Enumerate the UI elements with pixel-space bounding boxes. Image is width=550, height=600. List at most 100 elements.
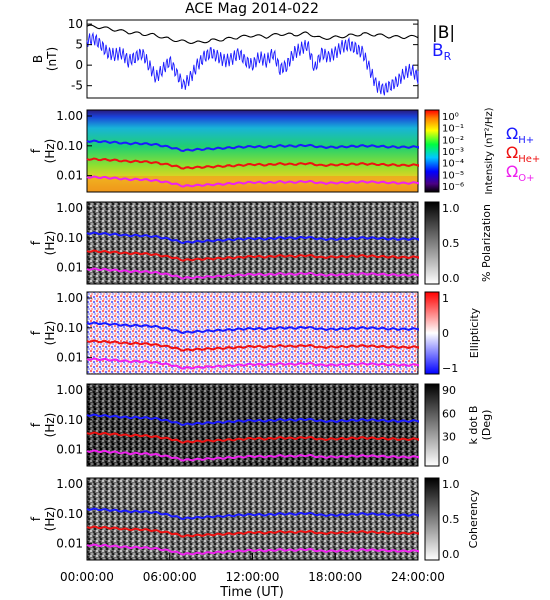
y-axis-label-units: (Hz) <box>43 507 57 532</box>
panel-polarization: % Polarization <box>86 201 493 285</box>
gyro-legend-symbol: Ω <box>506 143 518 162</box>
heatmap-polarization <box>87 202 418 284</box>
panel-intensity: Intensity (nT²/Hz) <box>86 107 495 195</box>
heatmap-ellipticity <box>87 292 418 374</box>
colorbar-label: % Polarization <box>480 204 493 282</box>
colorbar-wave-normal-angle <box>424 383 440 467</box>
panel-frame <box>86 201 419 285</box>
colorbar-tick-label: 60 <box>442 407 456 420</box>
colorbar-intensity <box>424 109 440 193</box>
series-line-radial-b <box>86 31 419 96</box>
y-axis-label-f: f <box>29 330 43 335</box>
y-axis-label-f: f <box>29 422 43 427</box>
colorbar-tick-label: 30 <box>442 431 456 444</box>
panel-frame <box>86 109 419 193</box>
gyro-line <box>86 321 419 335</box>
colorbar-tick-label: 0.0 <box>442 272 460 285</box>
panel-magnetic-field: 10 5 0 -5 B (nT) |B| BR <box>31 17 455 99</box>
y-axis-label-units: (Hz) <box>43 139 57 164</box>
y-axis-label-units: (nT) <box>45 47 59 71</box>
gyro-line <box>86 431 419 444</box>
gyro-line <box>86 525 419 538</box>
colorbar-tick-label: 0.5 <box>442 513 460 526</box>
gyro-line <box>86 249 419 262</box>
y-tick-label: 0.01 <box>56 537 83 551</box>
colorbar-ellipticity <box>424 291 440 375</box>
spectral-panel-decorations: 1.000.100.01f (Hz)10⁰10⁻¹10⁻²10⁻³10⁻⁴10⁻⁵… <box>29 109 464 561</box>
heatmap-wave-normal-angle <box>87 384 418 466</box>
y-tick-label: 0.01 <box>56 169 83 183</box>
gyro-line <box>86 339 419 352</box>
y-tick-label: 1.00 <box>56 109 83 123</box>
y-tick-labels: 10 5 0 -5 <box>68 17 418 93</box>
colorbar-tick-label: −1 <box>442 362 458 375</box>
y-tick-label: 0.10 <box>56 139 83 153</box>
y-tick-label: 1.00 <box>56 291 83 305</box>
gyro-legend-ion: O+ <box>518 173 534 184</box>
colorbar-tick-label: 1.0 <box>442 202 460 215</box>
y-axis-label-f: f <box>29 148 43 153</box>
y-tick-label: 0.01 <box>56 261 83 275</box>
gyro-legend-item: ΩO+ <box>506 162 534 184</box>
y-tick-label: 1.00 <box>56 201 83 215</box>
gyro-legend-item: ΩHe+ <box>506 143 540 165</box>
colorbar-tick-label: 10⁻² <box>442 135 464 146</box>
gyro-line <box>86 357 419 370</box>
colorbar-tick-label: 0 <box>442 454 449 467</box>
gyro-line <box>86 139 419 153</box>
colorbar-label: Coherency <box>467 489 480 548</box>
gyro-line <box>86 507 419 521</box>
gyro-legend-ion: He+ <box>518 154 540 165</box>
y-tick-label: 1.00 <box>56 477 83 491</box>
colorbar-tick-label: 10⁻⁴ <box>442 159 464 170</box>
legend-total-b: |B| <box>432 23 455 43</box>
field-series-group <box>86 24 419 96</box>
colorbar-tick-label: 10⁻³ <box>442 147 464 158</box>
x-tick-label: 12:00:00 <box>226 570 280 584</box>
gyrofrequency-legend: ΩH+ΩHe+ΩO+ <box>506 124 540 184</box>
panel-ellipticity: Ellipticity <box>86 291 481 375</box>
gyro-legend-symbol: Ω <box>506 124 518 143</box>
gyro-line <box>86 543 419 556</box>
panel-coherency: Coherency <box>86 477 480 561</box>
heatmap-bottom-band <box>87 176 418 192</box>
y-axis-label-b: B <box>31 55 45 63</box>
y-axis-label-units: (Hz) <box>43 321 57 346</box>
colorbar-tick-label: 1 <box>442 292 449 305</box>
x-tick-label: 18:00:00 <box>308 570 362 584</box>
x-tick-label: 00:00:00 <box>60 570 114 584</box>
colorbar-tick-label: 10⁻⁵ <box>442 170 464 181</box>
y-axis-label-units: (Hz) <box>43 413 57 438</box>
colorbar-tick-label: 90 <box>442 384 456 397</box>
panel-wave-normal-angle: k dot B (Deg) <box>86 383 493 467</box>
y-tick-label: 0.01 <box>56 351 83 365</box>
plot-title: ACE Mag 2014-022 <box>185 1 319 17</box>
panel-frame <box>86 291 419 375</box>
y-tick-label: 10 <box>68 17 83 31</box>
y-axis-label-f: f <box>29 240 43 245</box>
colorbar-label-bottom: (Deg) <box>480 410 493 441</box>
series-line-total-b <box>86 24 419 44</box>
y-tick-label: 0 <box>75 58 83 72</box>
y-tick-label: 1.00 <box>56 383 83 397</box>
legend-radial-b: BR <box>432 41 452 63</box>
colorbar-label: Ellipticity <box>468 307 481 358</box>
colorbar-tick-label: 1.0 <box>442 478 460 491</box>
colorbar-tick-label: 10⁻¹ <box>442 124 464 135</box>
y-tick-label: 5 <box>75 38 83 52</box>
gyro-line <box>86 449 419 462</box>
gyro-legend-item: ΩH+ <box>506 124 534 146</box>
gyro-line <box>86 267 419 280</box>
colorbar-label-top: k dot B <box>467 406 480 445</box>
colorbar-polarization <box>424 201 440 285</box>
gyro-line <box>86 231 419 245</box>
y-axis-label-units: (Hz) <box>43 231 57 256</box>
y-axis-label-f: f <box>29 516 43 521</box>
heatmap-coherency <box>87 478 418 560</box>
colorbar-tick-label: 0.0 <box>442 548 460 561</box>
y-tick-label: -5 <box>71 79 83 93</box>
colorbar-coherency <box>424 477 440 561</box>
colorbar-tick-label: 0 <box>442 327 449 340</box>
gyro-legend-ion: H+ <box>518 135 534 146</box>
